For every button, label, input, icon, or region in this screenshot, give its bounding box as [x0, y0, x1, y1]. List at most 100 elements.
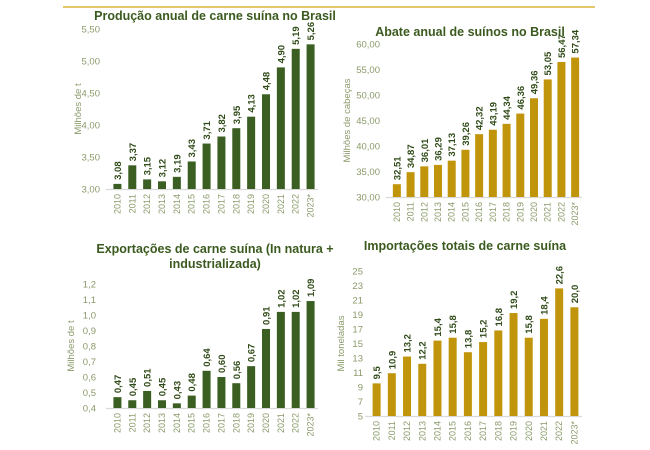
- data-label: 1,09: [306, 279, 317, 298]
- y-tick-label: 0,4: [83, 404, 96, 415]
- chart-abate: Abate anual de suínos no Brasil Milhões d…: [342, 25, 582, 226]
- chart-title: Exportações de carne suína (In natura +: [96, 242, 333, 256]
- y-tick-label: 35,00: [356, 167, 380, 178]
- y-axis-title: Milhões de t: [66, 320, 77, 372]
- x-tick-label: 2010: [392, 202, 402, 222]
- x-tick-label: 2019: [515, 202, 525, 222]
- y-tick-label: 0,7: [83, 357, 96, 368]
- x-tick-label: 2016: [202, 413, 212, 433]
- data-label: 3,37: [128, 143, 139, 162]
- data-label: 46,36: [516, 86, 527, 110]
- x-tick-label: 2020: [524, 421, 534, 441]
- y-tick-label: 4,50: [82, 89, 101, 100]
- x-tick-label: 2021: [276, 413, 286, 433]
- data-label: 3,19: [172, 154, 183, 173]
- x-tick-label: 2020: [261, 194, 271, 214]
- x-tick-label: 2015: [187, 194, 197, 214]
- y-tick-label: 5,00: [82, 57, 101, 68]
- bar-2022: [557, 62, 566, 198]
- bar-2023: [306, 44, 315, 189]
- data-label: 19,2: [509, 291, 520, 310]
- x-tick-label: 2016: [463, 421, 473, 441]
- data-label: 4,90: [276, 45, 287, 64]
- bar-2011: [406, 172, 415, 197]
- x-tick-label: 2010: [372, 421, 382, 441]
- x-tick-label: 2023*: [306, 413, 316, 437]
- x-tick-label: 2011: [387, 421, 397, 440]
- chart-title: industrializada): [169, 257, 261, 271]
- y-tick-label: 9: [358, 383, 363, 394]
- y-tick-label: 17: [352, 325, 363, 336]
- data-label: 44,34: [502, 95, 513, 119]
- data-label: 0,64: [202, 348, 213, 367]
- data-label: 18,4: [539, 296, 550, 315]
- x-tick-label: 2014: [432, 421, 442, 441]
- data-label: 15,8: [448, 315, 459, 334]
- chart-title: Importações totais de carne suína: [364, 239, 567, 253]
- x-tick-label: 2013: [157, 194, 167, 214]
- bar-2018: [232, 128, 241, 189]
- bar-2010: [113, 183, 122, 189]
- bar-2013: [434, 164, 442, 197]
- data-label: 3,08: [113, 161, 124, 180]
- bar-2020: [530, 98, 538, 197]
- x-tick-label: 2021: [543, 202, 553, 222]
- data-label: 1,02: [276, 289, 287, 308]
- data-label: 0,56: [232, 361, 243, 380]
- bar-2011: [387, 373, 396, 416]
- x-tick-label: 2012: [142, 194, 152, 214]
- data-label: 3,43: [187, 139, 198, 158]
- data-label: 12,2: [418, 341, 429, 360]
- x-tick-label: 2012: [402, 421, 412, 441]
- bar-2022: [555, 288, 564, 416]
- bar-2018: [232, 383, 241, 408]
- x-tick-label: 2011: [406, 202, 416, 221]
- x-tick-label: 2023*: [569, 421, 579, 445]
- data-label: 53,05: [543, 51, 554, 75]
- y-tick-label: 1,0: [83, 311, 96, 322]
- x-tick-label: 2014: [172, 194, 182, 214]
- chart-importacoes: Importações totais de carne suína Mil ton…: [336, 239, 582, 445]
- y-tick-label: 13: [352, 354, 363, 365]
- x-tick-label: 2023*: [570, 202, 580, 226]
- x-tick-label: 2012: [419, 202, 429, 222]
- x-tick-label: 2021: [539, 421, 549, 441]
- bar-2014: [172, 403, 181, 408]
- x-tick-label: 2018: [493, 421, 503, 441]
- bar-2023: [570, 307, 579, 416]
- chart-exportacoes: Exportações de carne suína (In natura +i…: [66, 242, 334, 437]
- data-label: 15,2: [479, 320, 490, 339]
- y-tick-label: 3,00: [82, 185, 101, 196]
- x-tick-label: 2022: [291, 194, 301, 214]
- y-axis-title: Milhões de t: [73, 83, 84, 135]
- bar-2013: [418, 363, 427, 416]
- data-label: 43,19: [488, 102, 499, 126]
- bar-2012: [143, 179, 152, 189]
- data-label: 49,36: [530, 70, 541, 94]
- bar-2013: [158, 400, 166, 408]
- data-label: 34,87: [406, 144, 417, 168]
- x-tick-label: 2018: [231, 194, 241, 214]
- bar-2010: [113, 397, 122, 408]
- x-tick-label: 2015: [187, 413, 197, 433]
- x-tick-label: 2013: [417, 421, 427, 441]
- x-tick-label: 2011: [127, 194, 137, 213]
- bar-2017: [488, 129, 497, 197]
- data-label: 0,51: [143, 368, 154, 387]
- x-tick-label: 2016: [474, 202, 484, 222]
- data-label: 39,26: [461, 122, 472, 146]
- x-tick-label: 2012: [142, 413, 152, 433]
- data-label: 36,01: [420, 138, 431, 162]
- y-tick-label: 15: [352, 339, 363, 350]
- y-tick-label: 50,00: [356, 91, 380, 102]
- bar-2012: [420, 166, 429, 197]
- y-tick-label: 60,00: [356, 40, 380, 51]
- bar-2020: [262, 328, 270, 408]
- y-tick-label: 23: [352, 281, 363, 292]
- bar-2015: [461, 149, 470, 197]
- x-tick-label: 2017: [216, 413, 226, 433]
- bar-2015: [187, 395, 196, 408]
- bar-2011: [128, 400, 137, 408]
- y-tick-label: 3,50: [82, 153, 101, 164]
- data-label: 4,13: [247, 94, 258, 113]
